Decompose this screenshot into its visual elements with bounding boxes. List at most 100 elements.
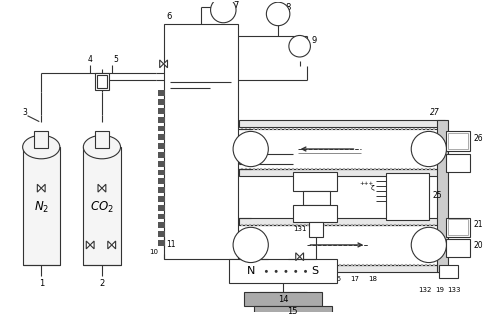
Circle shape [275,270,278,273]
Polygon shape [112,241,116,249]
Text: 27: 27 [430,108,440,117]
Bar [229,258,337,283]
Bar [158,170,164,175]
Text: 131: 131 [293,226,306,232]
Text: 7: 7 [233,1,239,9]
Bar [293,172,337,191]
Text: 15: 15 [287,307,298,316]
Circle shape [266,2,290,26]
Bar [95,73,109,90]
Circle shape [233,227,268,263]
Bar [158,90,164,96]
Polygon shape [86,241,90,249]
Circle shape [211,0,236,23]
Circle shape [285,270,287,273]
Text: 21: 21 [474,220,484,229]
Bar [158,152,164,158]
Text: S: S [312,266,319,276]
Bar [158,240,164,246]
Text: 4: 4 [88,55,93,64]
Bar [83,147,121,264]
Text: 2: 2 [99,279,104,288]
Text: 132: 132 [418,287,431,293]
Text: +++: +++ [359,181,373,186]
Text: 18: 18 [368,276,378,282]
Polygon shape [108,241,112,249]
Bar [158,99,164,105]
Bar [97,75,107,88]
Bar [447,217,470,237]
Text: 1: 1 [39,279,44,288]
Bar [158,161,164,167]
Bar [386,173,429,221]
Polygon shape [41,184,45,192]
Polygon shape [37,184,41,192]
Text: $N_2$: $N_2$ [34,200,49,215]
Text: 8: 8 [285,3,290,12]
Bar [22,147,60,264]
Bar [448,220,468,235]
Text: 10: 10 [149,249,158,255]
Bar [439,264,458,278]
Polygon shape [90,241,94,249]
Text: 133: 133 [447,287,461,293]
Text: 16: 16 [332,276,341,282]
Bar [239,217,445,225]
Polygon shape [160,60,163,68]
Text: 20: 20 [474,241,484,250]
Text: N: N [246,266,255,276]
Bar [239,120,445,127]
Text: 11: 11 [167,240,176,249]
Bar [239,169,445,176]
Text: 9: 9 [312,36,317,45]
Polygon shape [98,184,102,192]
Ellipse shape [22,135,60,159]
Text: 17: 17 [350,276,359,282]
Bar [158,205,164,211]
Text: ζ: ζ [370,185,374,191]
Bar [34,131,48,148]
Circle shape [294,270,297,273]
Text: 5: 5 [113,55,118,64]
Text: 3: 3 [22,108,27,117]
Bar [158,196,164,202]
Text: 19: 19 [435,287,444,293]
Bar [158,134,164,140]
Bar [293,205,337,222]
Ellipse shape [83,135,121,159]
Polygon shape [300,253,304,261]
Polygon shape [102,184,106,192]
Circle shape [304,270,307,273]
Bar [158,125,164,131]
Polygon shape [163,60,167,68]
Circle shape [411,131,447,167]
Bar [447,154,470,172]
Circle shape [289,35,310,57]
Bar [95,131,109,148]
Text: 6: 6 [166,12,172,21]
Bar [447,239,470,257]
Circle shape [411,227,447,263]
Circle shape [265,270,268,273]
Bar [254,306,332,316]
Bar [158,117,164,123]
Bar [158,143,164,149]
Polygon shape [296,253,300,261]
Text: 25: 25 [433,191,443,199]
Bar [158,187,164,193]
Text: 12: 12 [303,276,312,282]
Bar [158,214,164,220]
Circle shape [233,131,268,167]
Text: $CO_2$: $CO_2$ [90,200,114,215]
Bar [448,133,468,149]
Bar [158,108,164,114]
Bar [447,131,470,151]
Bar [158,222,164,228]
Bar [163,24,238,258]
Bar [158,231,164,237]
Text: 26: 26 [474,134,484,143]
Bar [158,178,164,184]
Bar [244,292,322,306]
Bar [437,120,448,272]
Bar [239,264,445,272]
